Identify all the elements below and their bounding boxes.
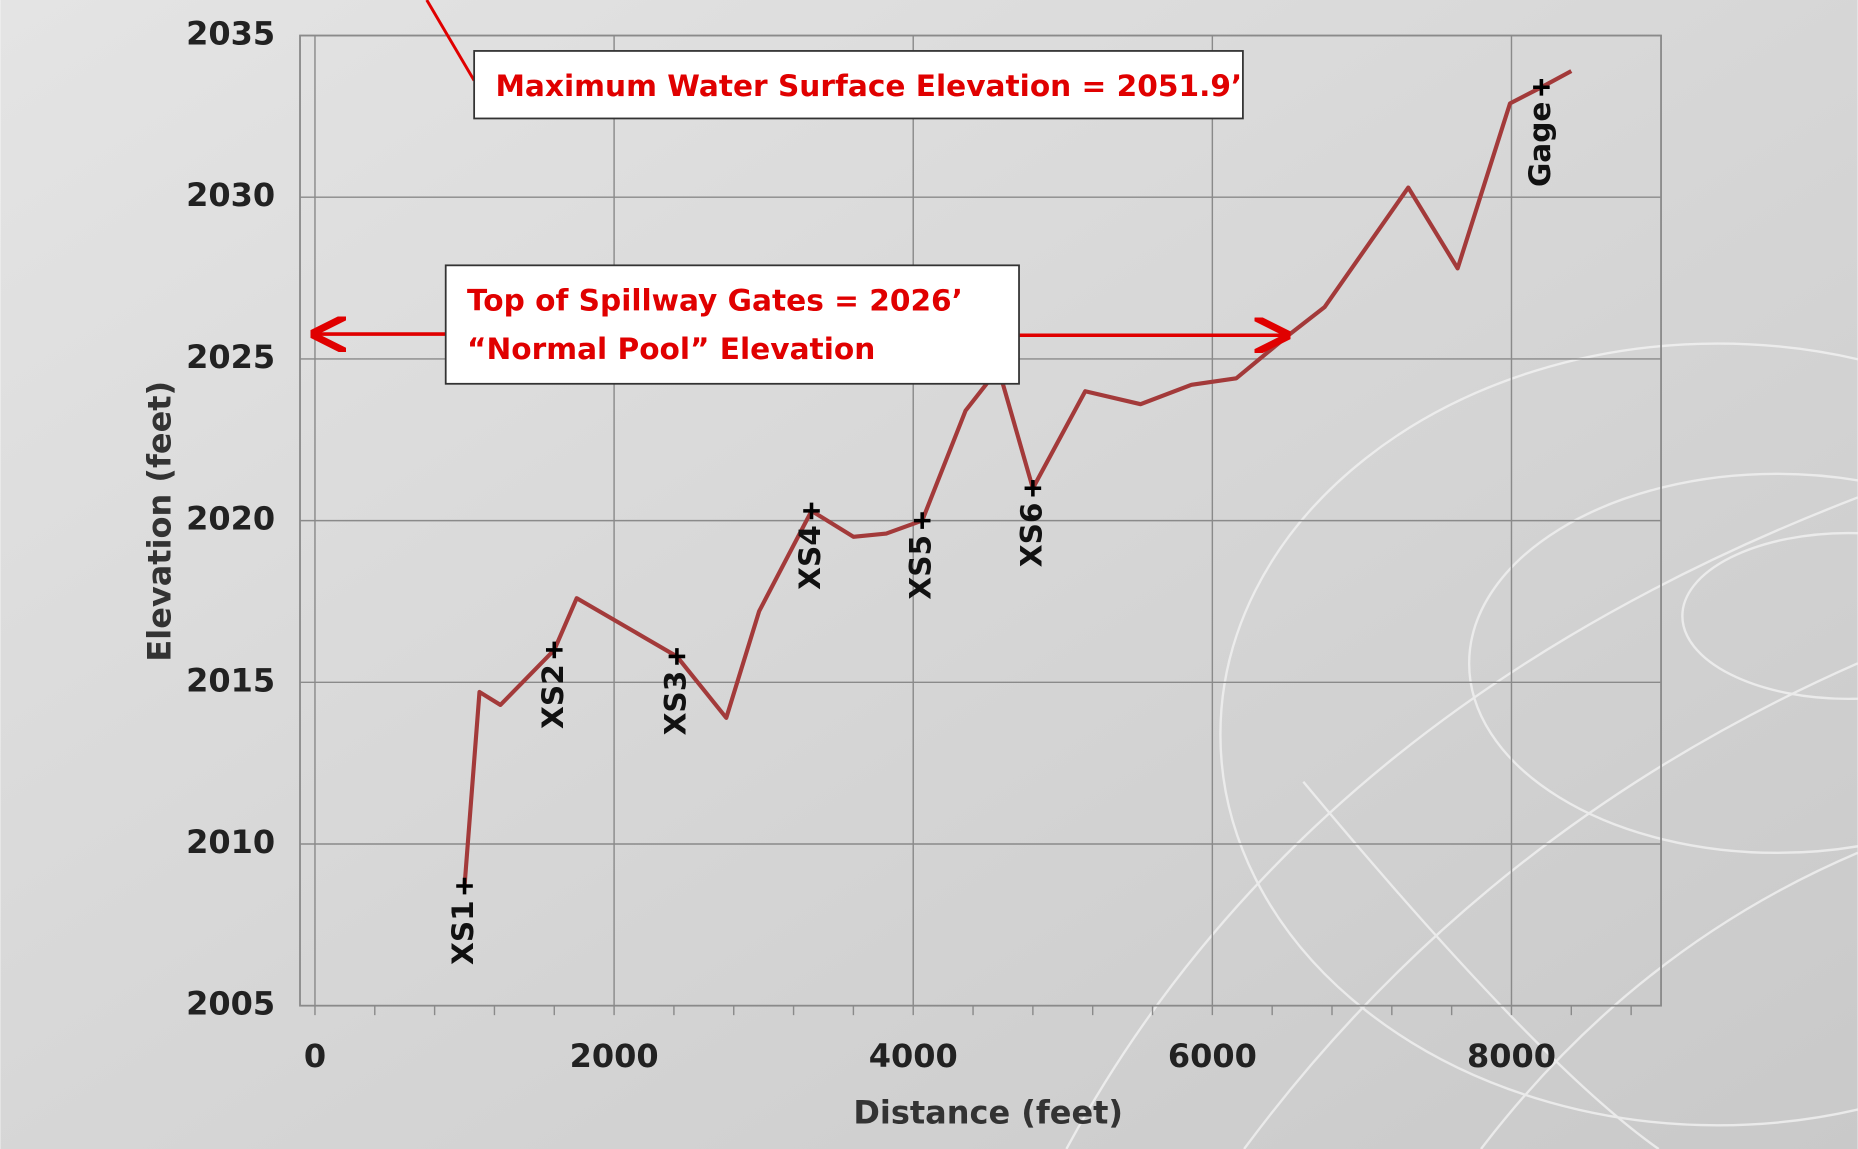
station-label: XS3 — [658, 671, 692, 736]
x-tick-label: 2000 — [570, 1037, 659, 1075]
y-tick-label: 2010 — [186, 823, 275, 861]
y-tick-label: 2030 — [186, 176, 275, 214]
station-label: XS5 — [904, 535, 938, 600]
station-marker — [913, 512, 931, 529]
station-marker — [803, 502, 820, 520]
globe-decoration — [1065, 342, 1858, 1149]
station-marker — [456, 877, 473, 895]
station-label: XS6 — [1014, 502, 1048, 567]
x-axis-label: Distance (feet) — [853, 1094, 1123, 1132]
y-tick-label: 2025 — [186, 338, 275, 376]
station-label: XS1 — [446, 900, 480, 965]
annotation-box — [473, 50, 1244, 120]
x-tick-label: 0 — [304, 1037, 326, 1075]
annotation: Top of Spillway Gates = 2026’ — [467, 283, 963, 317]
max-wse-pointer — [425, 0, 476, 82]
station-marker — [545, 641, 563, 659]
annotation: “Normal Pool” Elevation — [467, 332, 875, 366]
station-label: XS4 — [793, 525, 827, 590]
y-tick-label: 2005 — [186, 985, 275, 1023]
station-label: XS2 — [536, 664, 570, 729]
annotation-box — [444, 264, 1020, 385]
series-line — [462, 69, 1573, 887]
station-marker — [668, 648, 686, 665]
station-marker — [1024, 479, 1042, 497]
x-tick-label: 8000 — [1467, 1037, 1556, 1075]
y-tick-label: 2035 — [186, 15, 275, 53]
y-tick-label: 2020 — [186, 500, 275, 538]
x-tick-label: 4000 — [869, 1037, 958, 1075]
annotation: Maximum Water Surface Elevation = 2051.9… — [495, 69, 1242, 103]
y-axis-label: Elevation (feet) — [140, 381, 178, 662]
x-tick-label: 6000 — [1168, 1037, 1257, 1075]
station-marker — [1533, 78, 1550, 96]
station-label: Gage — [1523, 101, 1557, 187]
y-tick-label: 2015 — [186, 661, 275, 699]
